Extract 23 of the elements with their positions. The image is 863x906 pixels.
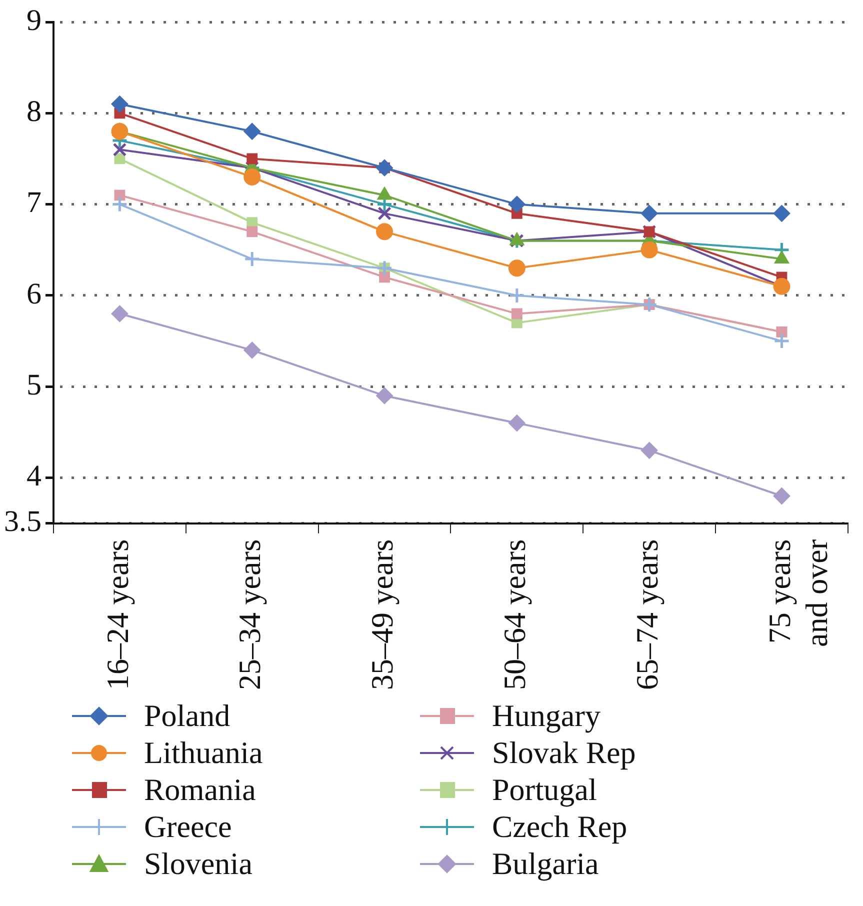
x-tick-label: 16–24 years [100, 539, 135, 690]
x-tick-label: 75 years and over [762, 538, 834, 647]
legend-label: Lithuania [144, 735, 263, 771]
y-tick-label: 4 [26, 460, 42, 493]
x-tick-label: 65–74 years [629, 539, 664, 690]
legend-label: Poland [144, 698, 230, 734]
legend-label: Bulgaria [492, 846, 599, 882]
y-tick-label: 8 [26, 95, 42, 128]
y-tick-label: 5 [26, 368, 42, 402]
x-tick-label: 50–64 years [497, 539, 532, 690]
x-tick-label: 25–34 years [232, 539, 268, 690]
y-tick-label: 7 [26, 186, 42, 220]
legend-label: Hungary [492, 698, 600, 734]
legend-label: Slovenia [144, 846, 252, 882]
x-tick-label: 35–49 years [364, 539, 400, 690]
legend-label: Romania [144, 772, 256, 808]
y-tick-label: 3.5 [4, 505, 42, 538]
y-tick-label: 6 [26, 277, 42, 310]
legend-label: Slovak Rep [492, 735, 636, 771]
y-tick-label: 9 [26, 4, 42, 37]
legend-label: Greece [144, 809, 232, 845]
legend-label: Czech Rep [492, 809, 628, 845]
legend-label: Portugal [492, 772, 598, 808]
